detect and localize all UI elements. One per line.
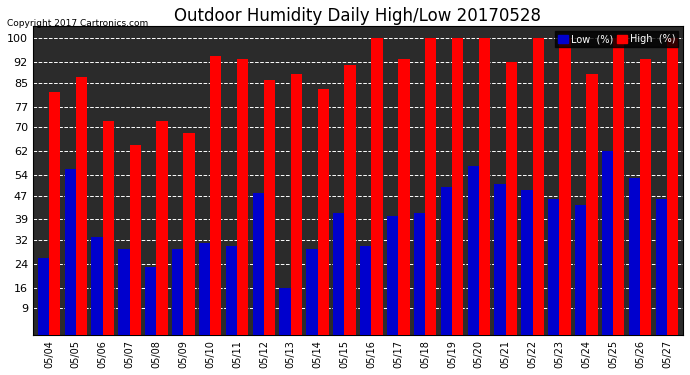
Bar <box>145 267 157 335</box>
Bar <box>360 246 371 335</box>
Bar <box>290 74 302 335</box>
Bar <box>586 74 598 335</box>
Bar <box>317 89 329 335</box>
Bar <box>264 80 275 335</box>
Bar <box>103 122 114 335</box>
Bar <box>226 246 237 335</box>
Bar <box>279 288 290 335</box>
Bar <box>441 187 452 335</box>
Legend: Low  (%), High  (%): Low (%), High (%) <box>555 32 678 47</box>
Bar <box>199 243 210 335</box>
Bar <box>425 38 436 335</box>
Bar <box>533 38 544 335</box>
Bar <box>130 145 141 335</box>
Bar <box>414 213 425 335</box>
Bar <box>575 204 586 335</box>
Bar <box>667 38 678 335</box>
Bar <box>398 59 410 335</box>
Bar <box>656 199 667 335</box>
Bar <box>118 249 130 335</box>
Bar <box>172 249 184 335</box>
Bar <box>560 38 571 335</box>
Bar <box>602 151 613 335</box>
Bar <box>333 213 344 335</box>
Bar <box>452 38 463 335</box>
Bar <box>640 59 651 335</box>
Bar <box>157 122 168 335</box>
Bar <box>495 184 506 335</box>
Bar <box>506 62 517 335</box>
Bar <box>479 38 490 335</box>
Bar <box>344 65 356 335</box>
Title: Outdoor Humidity Daily High/Low 20170528: Outdoor Humidity Daily High/Low 20170528 <box>175 7 542 25</box>
Bar <box>64 169 76 335</box>
Bar <box>184 133 195 335</box>
Bar <box>613 38 624 335</box>
Bar <box>91 237 103 335</box>
Bar <box>548 199 560 335</box>
Bar <box>38 258 49 335</box>
Bar <box>76 77 87 335</box>
Bar <box>210 56 221 335</box>
Bar <box>237 59 248 335</box>
Bar <box>253 193 264 335</box>
Bar <box>306 249 317 335</box>
Bar <box>371 38 383 335</box>
Bar <box>387 216 398 335</box>
Text: Copyright 2017 Cartronics.com: Copyright 2017 Cartronics.com <box>7 19 148 28</box>
Bar <box>629 178 640 335</box>
Bar <box>522 190 533 335</box>
Bar <box>49 92 60 335</box>
Bar <box>468 166 479 335</box>
